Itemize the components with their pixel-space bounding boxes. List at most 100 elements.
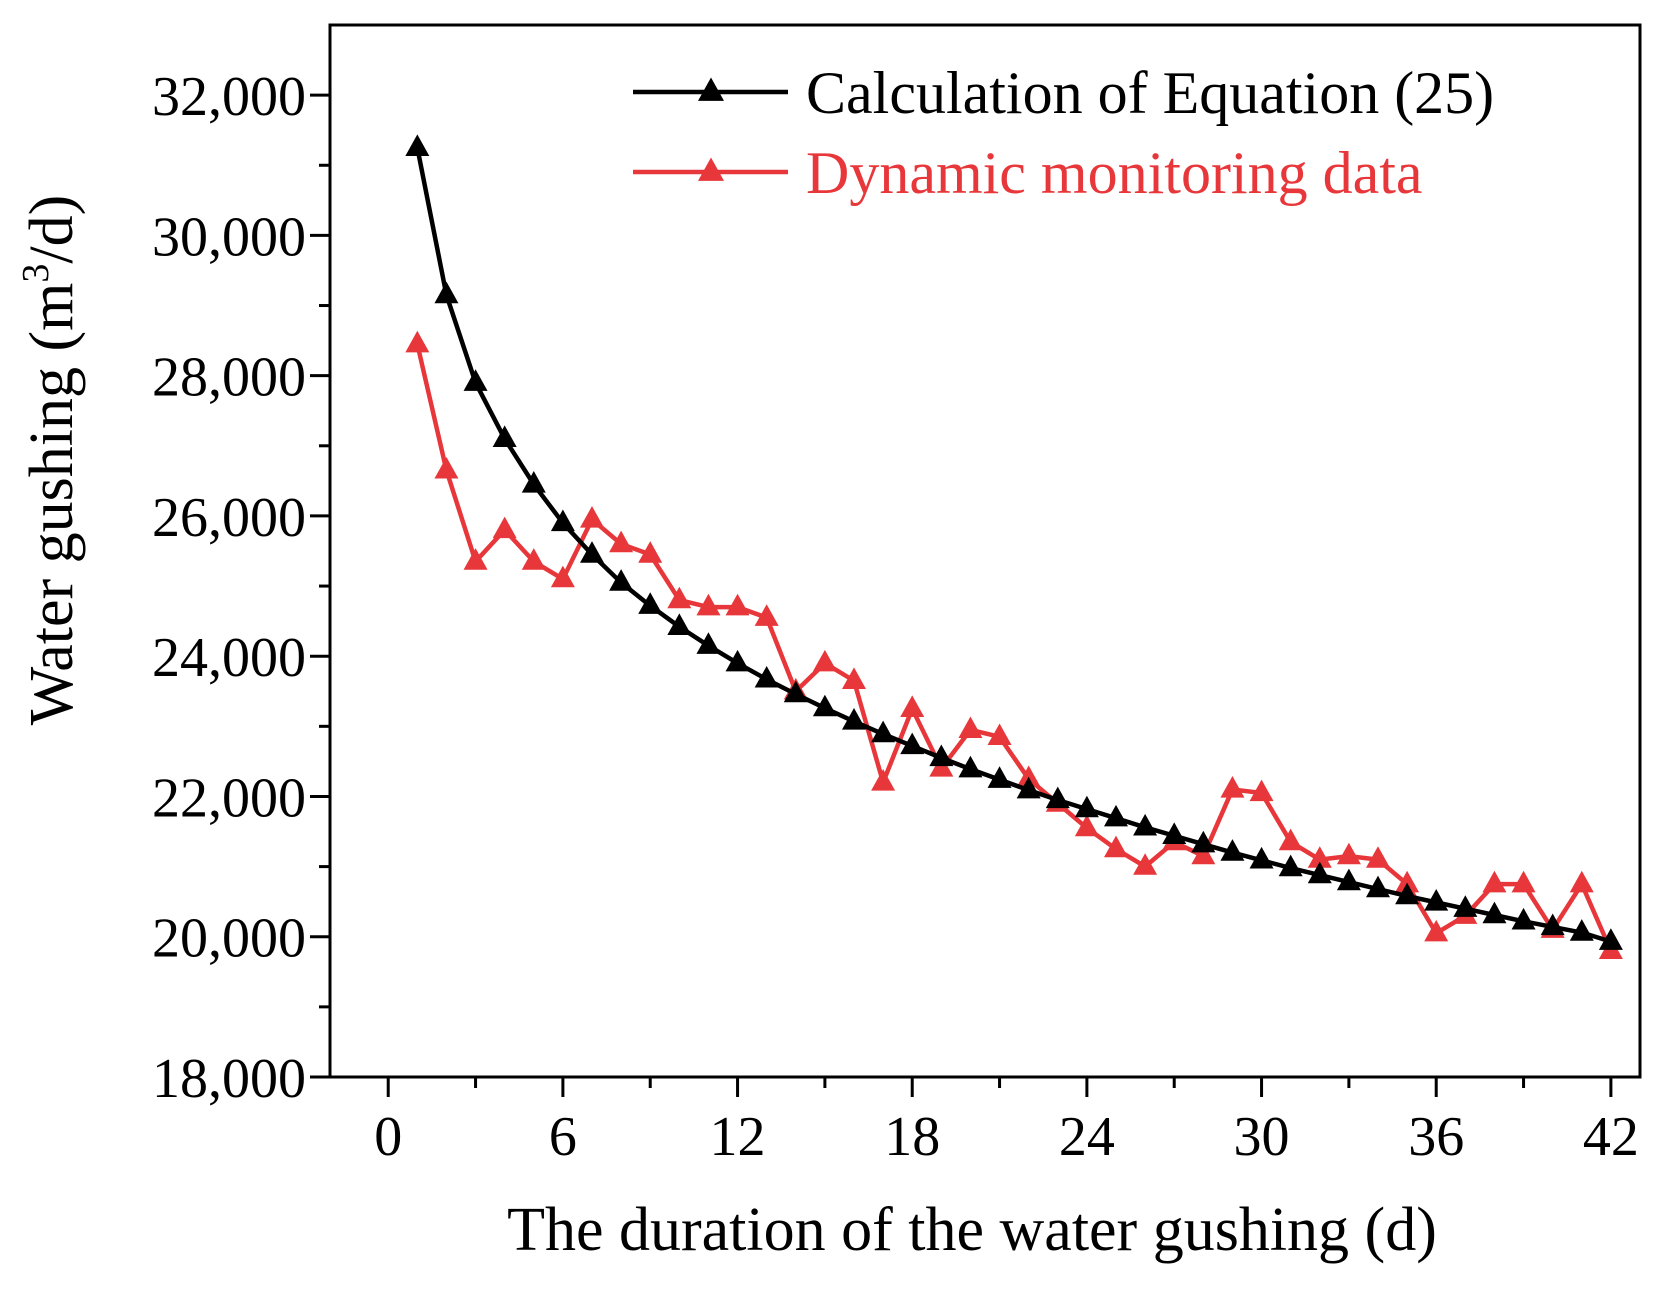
data-point-monitoring	[1569, 870, 1594, 893]
data-point-calculation	[725, 649, 750, 672]
data-point-calculation	[1191, 830, 1216, 853]
series-calculation	[405, 134, 1623, 950]
data-point-monitoring	[1249, 779, 1274, 802]
x-tick-label: 0	[374, 1106, 402, 1168]
data-point-calculation	[1074, 795, 1099, 818]
data-point-calculation	[550, 509, 575, 532]
data-point-monitoring	[842, 667, 866, 689]
data-point-calculation	[1249, 846, 1274, 869]
legend: Calculation of Equation (25) Dynamic moni…	[633, 60, 1494, 206]
y-tick-label: 26,000	[152, 487, 306, 549]
data-point-monitoring	[1336, 842, 1361, 865]
data-point-calculation	[1540, 913, 1565, 936]
x-tick-label: 36	[1408, 1106, 1464, 1168]
y-axis-title-superscript: 3	[15, 264, 57, 283]
data-point-monitoring	[987, 723, 1012, 746]
y-axis-title-tail: /d)	[18, 195, 86, 264]
legend-label-calculation: Calculation of Equation (25)	[806, 60, 1494, 126]
data-point-monitoring	[434, 456, 459, 479]
y-axis-title-main: Water gushing (m	[18, 283, 86, 726]
data-point-calculation	[929, 744, 954, 767]
data-point-monitoring	[1104, 835, 1128, 858]
data-point-calculation	[1482, 901, 1507, 924]
data-point-calculation	[812, 694, 837, 717]
data-point-calculation	[987, 766, 1012, 788]
data-point-calculation	[1424, 888, 1449, 911]
x-tick-label: 12	[710, 1106, 766, 1168]
x-tick-label: 6	[549, 1106, 577, 1168]
data-point-calculation	[1569, 919, 1594, 941]
data-point-monitoring	[667, 586, 692, 609]
data-point-monitoring	[1220, 776, 1245, 798]
data-point-monitoring	[1133, 853, 1158, 875]
data-point-monitoring	[725, 593, 750, 616]
data-point-calculation	[1511, 907, 1536, 930]
data-point-monitoring	[550, 565, 575, 588]
data-point-calculation	[871, 720, 896, 743]
data-point-calculation	[667, 613, 692, 635]
data-point-monitoring	[1307, 846, 1332, 868]
data-point-calculation	[609, 569, 634, 591]
y-tick-label: 22,000	[152, 767, 306, 829]
data-point-calculation	[900, 732, 925, 755]
data-point-calculation	[1162, 822, 1187, 844]
data-point-calculation	[463, 369, 488, 391]
legend-marker-calculation	[698, 77, 724, 101]
data-point-calculation	[783, 680, 808, 703]
series-monitoring	[405, 330, 1623, 959]
x-tick-label: 18	[884, 1106, 940, 1168]
data-point-calculation	[842, 708, 866, 730]
x-axis-title: The duration of the water gushing (d)	[507, 1196, 1437, 1264]
data-point-calculation	[754, 665, 779, 688]
data-point-monitoring	[812, 649, 837, 672]
data-point-calculation	[434, 281, 459, 304]
data-point-monitoring	[1191, 842, 1216, 865]
data-point-monitoring	[609, 530, 634, 553]
data-point-calculation	[521, 470, 546, 493]
data-point-calculation	[1336, 868, 1361, 891]
legend-label-monitoring: Dynamic monitoring data	[806, 140, 1423, 206]
data-point-monitoring	[754, 604, 779, 626]
plot-border	[328, 23, 1642, 1079]
y-tick-label: 24,000	[152, 627, 306, 689]
y-tick-label: 18,000	[152, 1048, 306, 1110]
data-point-monitoring	[1482, 870, 1507, 893]
x-tick-label: 30	[1234, 1106, 1290, 1168]
data-point-calculation	[580, 541, 604, 563]
data-point-monitoring	[1074, 814, 1099, 837]
data-point-calculation	[1220, 839, 1245, 861]
data-point-monitoring	[463, 548, 488, 570]
x-tick-label: 24	[1059, 1106, 1115, 1168]
data-point-calculation	[696, 632, 721, 654]
data-point-calculation	[1366, 875, 1390, 898]
data-point-calculation	[1045, 786, 1070, 809]
data-point-calculation	[1395, 882, 1420, 905]
data-point-calculation	[492, 425, 517, 447]
data-point-calculation	[958, 755, 983, 778]
y-axis-ticks: 18,000 20,000 22,000 24,000 26,000 28,000 30,0…	[152, 66, 330, 1110]
data-point-monitoring	[521, 548, 546, 570]
data-point-monitoring	[1278, 828, 1303, 851]
data-point-monitoring	[405, 330, 430, 353]
y-axis-title: Water gushing (m3/d)	[15, 195, 86, 726]
y-tick-label: 28,000	[152, 347, 306, 409]
data-point-calculation	[1016, 776, 1041, 799]
y-tick-label: 20,000	[152, 908, 306, 970]
data-point-monitoring	[871, 769, 896, 791]
data-point-calculation	[1278, 854, 1303, 877]
data-point-calculation	[1104, 804, 1128, 827]
data-point-calculation	[405, 134, 430, 156]
data-point-monitoring	[900, 695, 925, 718]
data-point-calculation	[1453, 895, 1478, 917]
series-layer	[405, 134, 1623, 959]
data-point-monitoring	[1395, 870, 1420, 893]
data-point-monitoring	[958, 716, 983, 739]
data-point-monitoring	[638, 541, 663, 563]
data-point-calculation	[1307, 861, 1332, 884]
data-point-calculation	[1133, 813, 1158, 836]
data-point-monitoring	[492, 516, 517, 539]
y-tick-label: 30,000	[152, 206, 306, 268]
plot-frame	[328, 23, 1642, 1079]
legend-marker-monitoring	[698, 157, 724, 181]
